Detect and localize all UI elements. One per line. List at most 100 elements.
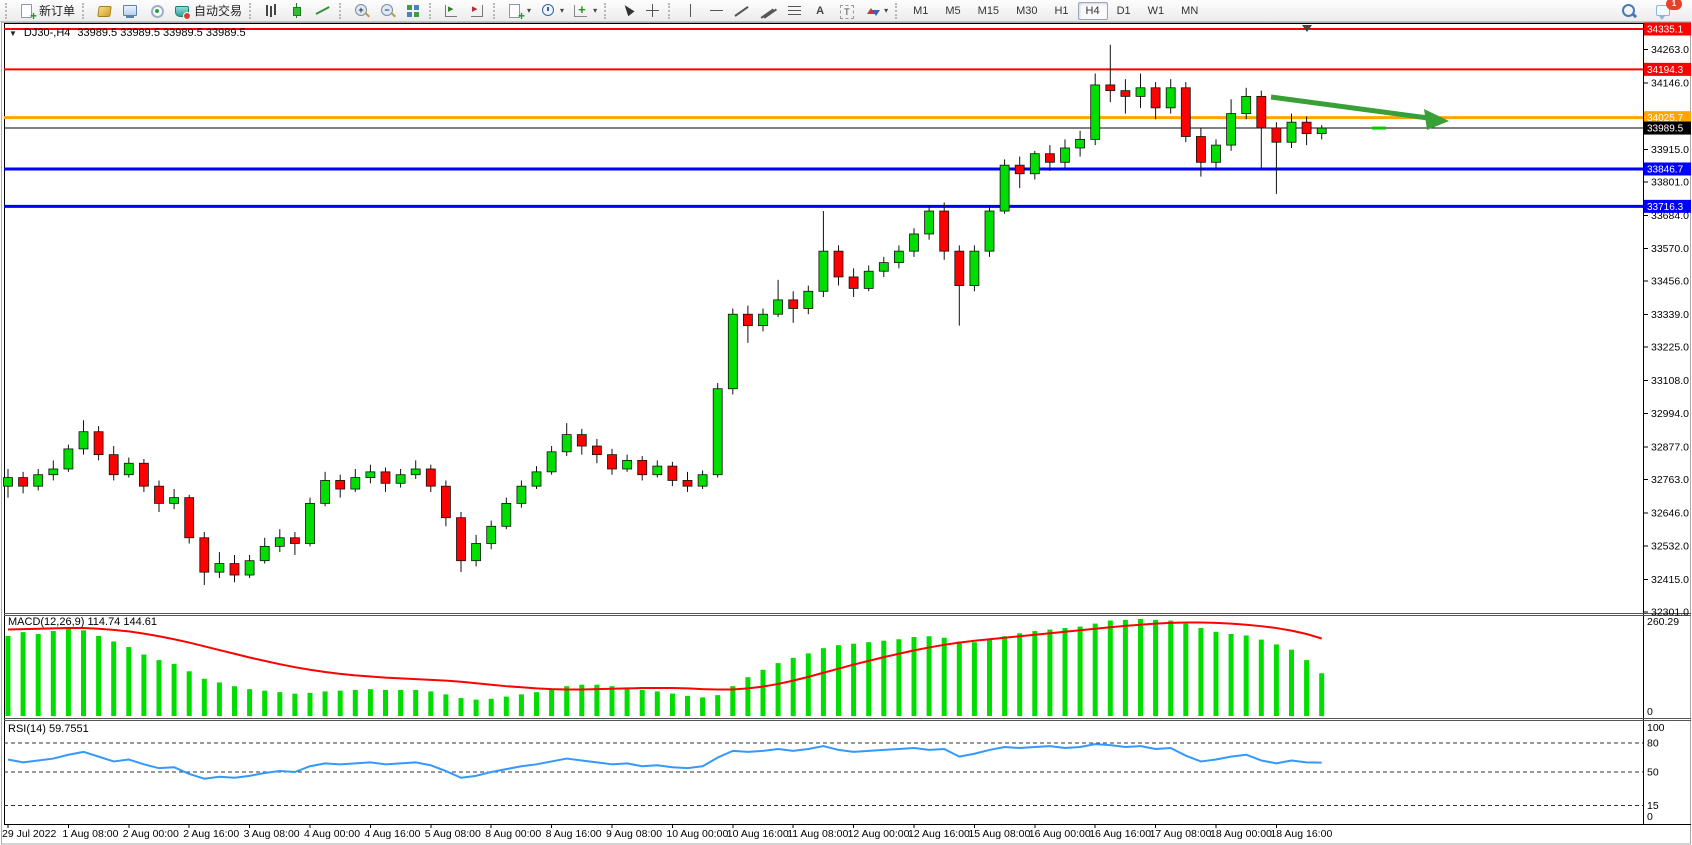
new-chart-button[interactable]: ▾: [503, 2, 535, 22]
price-level-lines[interactable]: [4, 28, 1643, 208]
fibonacci-button[interactable]: [782, 2, 807, 20]
svg-text:4 Aug 16:00: 4 Aug 16:00: [364, 828, 420, 840]
indicators-button[interactable]: ▾: [569, 2, 601, 20]
periods-button[interactable]: ▾: [536, 2, 568, 20]
svg-text:8 Aug 00:00: 8 Aug 00:00: [485, 828, 541, 840]
svg-text:34194.3: 34194.3: [1647, 65, 1684, 76]
svg-text:260.29: 260.29: [1647, 616, 1679, 628]
text-button[interactable]: [808, 2, 833, 20]
bar-chart-button[interactable]: [259, 2, 284, 20]
svg-text:2 Aug 00:00: 2 Aug 00:00: [123, 828, 179, 840]
price-level-label: 33716.3: [1644, 199, 1691, 213]
timeframe-h1-button[interactable]: H1: [1046, 2, 1076, 20]
chart-shift-marker[interactable]: [1302, 25, 1312, 32]
svg-text:33570.0: 33570.0: [1651, 243, 1689, 255]
svg-text:33225.0: 33225.0: [1651, 342, 1689, 354]
chart-profiles-button[interactable]: [92, 2, 117, 20]
dropdown-caret-icon[interactable]: ▾: [527, 5, 532, 15]
zoom-out-button[interactable]: [375, 2, 400, 20]
auto-scroll-button[interactable]: [439, 2, 464, 20]
svg-text:32415.0: 32415.0: [1651, 574, 1689, 586]
svg-text:0: 0: [1647, 811, 1653, 823]
candlestick-series[interactable]: [3, 44, 1327, 586]
price-axis[interactable]: 34263.0 34146.0 33915.0 33801.0 33684.0 33570…: [1643, 44, 1689, 619]
toolbar-group-timeframes: M1 M5 M15 M30 H1 H4 D1 W1 MN: [905, 1, 1206, 20]
toolbar-grip[interactable]: [668, 2, 675, 19]
notifications-button[interactable]: 1: [1651, 0, 1682, 20]
price-level-label: 33846.7: [1644, 162, 1691, 176]
macd-panel[interactable]: 260.29 0: [5, 616, 1680, 718]
time-axis[interactable]: 29 Jul 2022 1 Aug 08:00 2 Aug 00:00 2 Aug 1…: [2, 824, 1332, 840]
text-label-button[interactable]: [834, 2, 859, 20]
svg-text:50: 50: [1647, 767, 1659, 779]
clock-icon: [540, 3, 557, 19]
toolbar-group-chart-types: [259, 2, 336, 20]
svg-text:32532.0: 32532.0: [1651, 540, 1689, 552]
toolbar-grip[interactable]: [5, 2, 12, 19]
auto-trading-button[interactable]: 自动交易: [170, 2, 246, 20]
chart-shift-button[interactable]: [465, 2, 490, 20]
svg-text:3 Aug 08:00: 3 Aug 08:00: [244, 828, 300, 840]
dropdown-caret-icon[interactable]: ▾: [884, 5, 889, 15]
timeframe-m5-button[interactable]: M5: [937, 2, 968, 20]
svg-text:33915.0: 33915.0: [1651, 144, 1689, 156]
timeframe-w1-button[interactable]: W1: [1140, 2, 1173, 20]
toolbar-grip[interactable]: [429, 2, 436, 19]
signals-button[interactable]: [144, 2, 169, 20]
cursor-icon: [618, 3, 635, 19]
timeframe-m30-button[interactable]: M30: [1008, 2, 1045, 20]
vertical-line-button[interactable]: [678, 2, 703, 20]
toolbar-grip[interactable]: [82, 2, 89, 19]
candles-icon: [289, 2, 306, 19]
market-watch-icon: [122, 3, 139, 19]
toolbar-grip[interactable]: [249, 2, 256, 19]
chart-menu-triangle-icon[interactable]: ▼: [9, 28, 17, 38]
line-chart-button[interactable]: [311, 2, 336, 20]
timeframe-mn-button[interactable]: MN: [1173, 2, 1206, 20]
crosshair-button[interactable]: [640, 2, 665, 20]
timeframe-h4-button[interactable]: H4: [1077, 1, 1108, 20]
toolbar-grip[interactable]: [895, 2, 902, 19]
cursor-button[interactable]: [614, 2, 639, 20]
rsi-panel[interactable]: 100 80 50 150: [4, 722, 1665, 823]
toolbar-grip[interactable]: [339, 2, 346, 19]
button-label: M5: [945, 4, 961, 17]
svg-text:33989.5: 33989.5: [1647, 124, 1684, 135]
search-button[interactable]: [1616, 2, 1641, 20]
dropdown-caret-icon[interactable]: ▾: [560, 5, 565, 15]
svg-text:34335.1: 34335.1: [1647, 25, 1684, 36]
candlestick-chart-button[interactable]: [285, 2, 310, 20]
trend-arrow-annotation[interactable]: [1270, 94, 1449, 130]
toolbar-grip[interactable]: [493, 2, 500, 19]
svg-text:0: 0: [1647, 706, 1653, 718]
svg-text:9 Aug 08:00: 9 Aug 08:00: [606, 828, 662, 840]
trendline-button[interactable]: [730, 2, 755, 20]
timeframe-m1-button[interactable]: M1: [905, 2, 936, 20]
svg-text:33339.0: 33339.0: [1651, 309, 1689, 321]
svg-text:29 Jul 2022: 29 Jul 2022: [2, 828, 56, 840]
arrows-button[interactable]: ▾: [860, 2, 892, 20]
svg-text:8 Aug 16:00: 8 Aug 16:00: [546, 828, 602, 840]
zoom-in-button[interactable]: [349, 2, 374, 20]
svg-text:33846.7: 33846.7: [1647, 164, 1684, 175]
new-order-icon: [19, 3, 37, 22]
label-icon: [838, 3, 855, 19]
indicators-icon: [573, 3, 590, 19]
svg-text:2 Aug 16:00: 2 Aug 16:00: [183, 828, 239, 840]
svg-text:4 Aug 00:00: 4 Aug 00:00: [304, 828, 360, 840]
dropdown-caret-icon[interactable]: ▾: [593, 5, 598, 15]
toolbar: 新订单 自动交易 ▾ ▾ ▾ ▾ M1 M5 M15 M30 H1 H4 D1 W1 MN 1: [0, 0, 1692, 22]
svg-text:1 Aug 08:00: 1 Aug 08:00: [62, 828, 118, 840]
equidistant-channel-button[interactable]: [756, 2, 781, 20]
toolbar-grip[interactable]: [604, 2, 611, 19]
tile-windows-button[interactable]: [401, 2, 426, 20]
new-order-button[interactable]: 新订单: [15, 2, 79, 22]
horizontal-line-button[interactable]: [704, 2, 729, 20]
chart-ohlc-quotes: 33989.5 33989.5 33989.5 33989.5: [77, 27, 246, 39]
chart-shift-icon: [469, 3, 486, 19]
timeframe-d1-button[interactable]: D1: [1109, 2, 1139, 20]
button-label: M1: [913, 4, 929, 17]
market-watch-button[interactable]: [118, 2, 143, 20]
timeframe-m15-button[interactable]: M15: [970, 2, 1007, 20]
